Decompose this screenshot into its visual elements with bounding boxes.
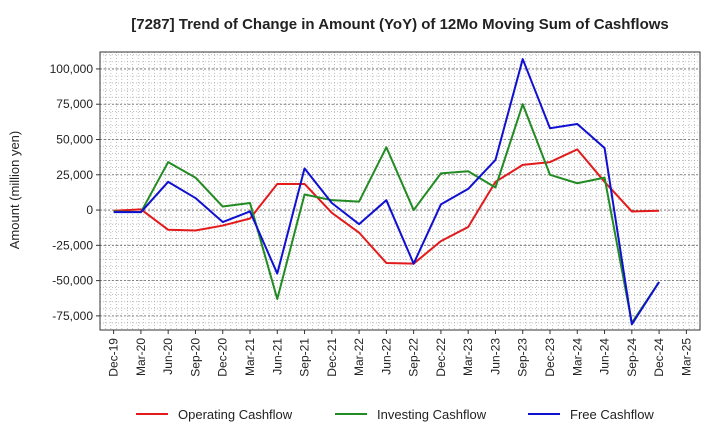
x-tick-label: Sep-22 <box>407 338 421 377</box>
legend-label: Free Cashflow <box>570 407 654 422</box>
x-tick-label: Sep-24 <box>625 338 639 377</box>
legend-label: Investing Cashflow <box>377 407 487 422</box>
x-tick-label: Dec-19 <box>107 338 121 377</box>
plot-frame <box>99 51 701 331</box>
x-tick-label: Mar-20 <box>134 338 148 376</box>
y-tick-label: 75,000 <box>56 97 93 111</box>
y-tick-label: -50,000 <box>52 274 93 288</box>
x-tick-label: Jun-24 <box>598 338 612 375</box>
chart-title: [7287] Trend of Change in Amount (YoY) o… <box>131 16 669 33</box>
y-tick-label: 50,000 <box>56 132 93 146</box>
x-tick-label: Sep-20 <box>188 338 202 377</box>
x-tick-label: Dec-22 <box>434 338 448 377</box>
y-tick-label: 25,000 <box>56 168 93 182</box>
y-tick-label: -25,000 <box>52 238 93 252</box>
y-tick-label: -75,000 <box>52 309 93 323</box>
x-tick-label: Sep-23 <box>516 338 530 377</box>
series-lines <box>113 58 660 326</box>
series-line-free-cashflow <box>113 58 660 326</box>
x-tick-label: Jun-21 <box>270 338 284 375</box>
x-tick-label: Mar-21 <box>243 338 257 376</box>
y-tick-label: 100,000 <box>50 62 94 76</box>
x-tick-label: Mar-25 <box>679 338 693 376</box>
y-tick-label: 0 <box>86 203 93 217</box>
legend-label: Operating Cashflow <box>178 407 293 422</box>
x-tick-label: Dec-24 <box>652 338 666 377</box>
x-tick-label: Jun-23 <box>488 338 502 375</box>
x-tick-label: Dec-20 <box>216 338 230 377</box>
series-line-investing-cashflow <box>113 103 660 324</box>
x-tick-label: Mar-22 <box>352 338 366 376</box>
x-tick-label: Jun-22 <box>379 338 393 375</box>
x-tick-label: Mar-24 <box>570 338 584 376</box>
y-tick-labels: -75,000 -50,000 -25,000 0 25,000 50,000 75,000… <box>50 62 100 323</box>
x-tick-labels: Dec-19 Mar-20 Jun-20 Sep-20 Dec-20 Mar-21 Jun-… <box>107 330 693 377</box>
x-tick-label: Dec-21 <box>325 338 339 377</box>
x-tick-label: Jun-20 <box>161 338 175 375</box>
x-tick-label: Mar-23 <box>461 338 475 376</box>
y-axis-label: Amount (million yen) <box>7 131 22 250</box>
x-tick-label: Sep-21 <box>298 338 312 377</box>
x-tick-label: Dec-23 <box>543 338 557 377</box>
legend: Operating Cashflow Investing Cashflow Free… <box>136 407 654 422</box>
series-line-operating-cashflow <box>113 148 660 265</box>
